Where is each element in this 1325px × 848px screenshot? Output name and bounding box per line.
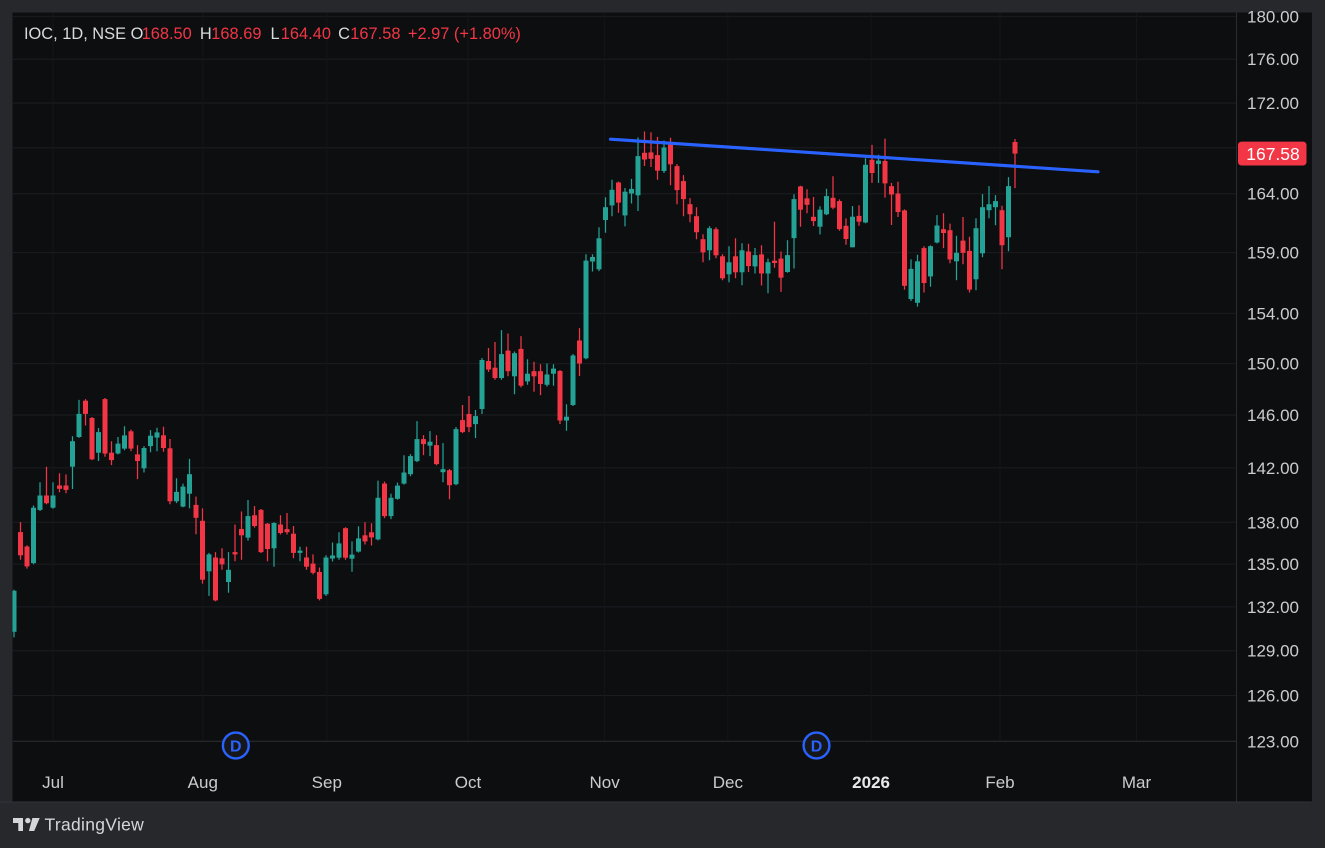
- svg-text:154.00: 154.00: [1247, 304, 1299, 323]
- svg-text:TradingView: TradingView: [45, 815, 145, 835]
- svg-text:138.00: 138.00: [1247, 513, 1299, 532]
- svg-text:Feb: Feb: [985, 773, 1014, 792]
- svg-text:Sep: Sep: [312, 773, 342, 792]
- svg-text:168.50: 168.50: [142, 25, 192, 43]
- svg-text:168.69: 168.69: [211, 25, 261, 43]
- svg-text:Oct: Oct: [455, 773, 482, 792]
- svg-text:IOC, 1D, NSE: IOC, 1D, NSE: [24, 25, 126, 43]
- svg-text:123.00: 123.00: [1247, 732, 1299, 751]
- svg-text:+2.97 (+1.80%): +2.97 (+1.80%): [408, 25, 521, 43]
- svg-text:146.00: 146.00: [1247, 406, 1299, 425]
- svg-text:O: O: [131, 25, 144, 43]
- svg-text:D: D: [230, 739, 242, 756]
- svg-text:129.00: 129.00: [1247, 642, 1299, 661]
- svg-text:167.58: 167.58: [1246, 144, 1300, 164]
- svg-text:135.00: 135.00: [1247, 555, 1299, 574]
- svg-text:167.58: 167.58: [350, 25, 400, 43]
- svg-text:164.40: 164.40: [281, 25, 331, 43]
- svg-text:132.00: 132.00: [1247, 598, 1299, 617]
- svg-text:172.00: 172.00: [1247, 94, 1299, 113]
- svg-text:164.00: 164.00: [1247, 185, 1299, 204]
- svg-text:H: H: [200, 25, 212, 43]
- svg-text:Nov: Nov: [589, 773, 620, 792]
- svg-text:Mar: Mar: [1122, 773, 1152, 792]
- svg-text:2026: 2026: [852, 773, 890, 792]
- svg-text:126.00: 126.00: [1247, 687, 1299, 706]
- svg-text:Aug: Aug: [188, 773, 218, 792]
- svg-text:176.00: 176.00: [1247, 50, 1299, 69]
- svg-text:150.00: 150.00: [1247, 355, 1299, 374]
- svg-text:L: L: [271, 25, 280, 43]
- svg-text:159.00: 159.00: [1247, 244, 1299, 263]
- svg-text:Dec: Dec: [713, 773, 744, 792]
- svg-text:D: D: [811, 739, 823, 756]
- svg-text:180.00: 180.00: [1247, 7, 1299, 26]
- svg-text:142.00: 142.00: [1247, 459, 1299, 478]
- svg-text:C: C: [338, 25, 350, 43]
- svg-text:Jul: Jul: [42, 773, 64, 792]
